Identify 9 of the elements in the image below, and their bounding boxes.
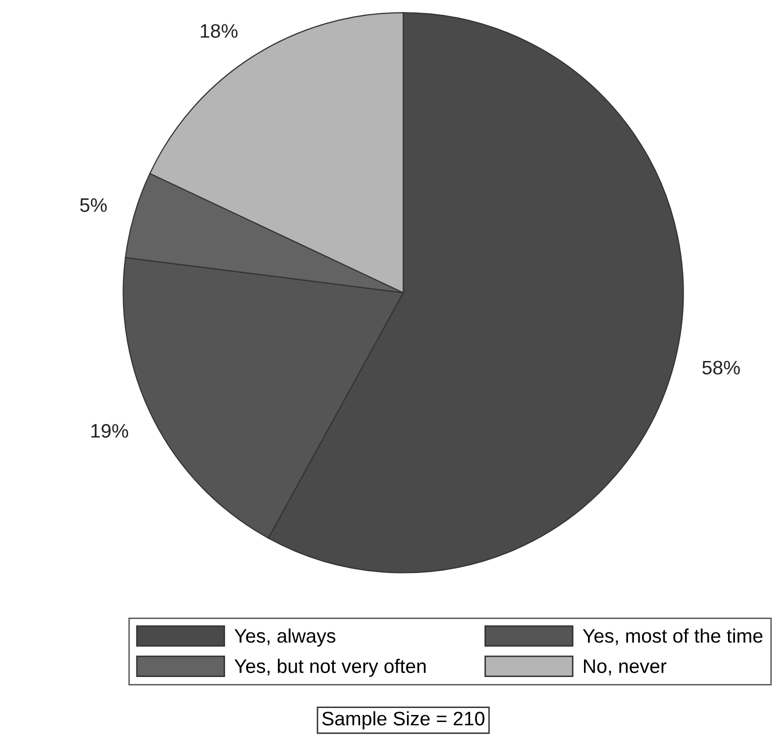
legend-label: Yes, always [234, 628, 336, 647]
data-label: 18% [200, 24, 238, 38]
legend-label: Yes, but not very often [234, 658, 426, 677]
text: Sample Size = 210 [322, 711, 484, 730]
data-label: 58% [702, 360, 740, 375]
legend-label: Yes, most of the time [582, 628, 762, 646]
legend-label: No, never [584, 659, 666, 676]
data-label: 19% [91, 424, 128, 438]
data-label: 5% [80, 198, 107, 212]
